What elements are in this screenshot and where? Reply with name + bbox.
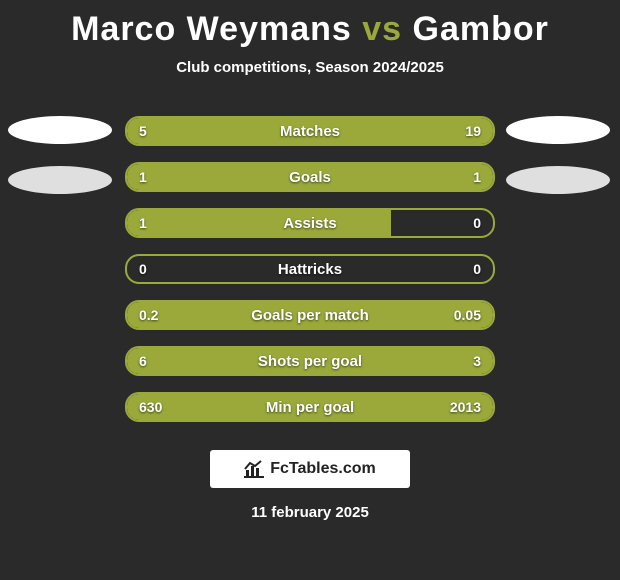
player2-avatar-placeholder xyxy=(506,116,610,144)
player2-club-placeholder xyxy=(506,166,610,194)
player1-name: Marco Weymans xyxy=(71,10,352,48)
fctables-badge[interactable]: FcTables.com xyxy=(210,450,410,488)
page-title: Marco Weymans vs Gambor xyxy=(0,0,620,49)
generated-date: 11 february 2025 xyxy=(0,504,620,521)
subtitle: Club competitions, Season 2024/2025 xyxy=(0,59,620,76)
chart-icon xyxy=(244,460,264,478)
comparison-content: 519Matches 11Goals 10Assists 00Hattricks 0.2… xyxy=(0,116,620,422)
stat-label: Min per goal xyxy=(127,394,493,420)
stat-label: Goals per match xyxy=(127,302,493,328)
badge-text: FcTables.com xyxy=(270,460,376,478)
stat-row: 63Shots per goal xyxy=(125,346,495,376)
stat-label: Goals xyxy=(127,164,493,190)
vs-label: vs xyxy=(362,10,402,48)
stat-row: 519Matches xyxy=(125,116,495,146)
player1-avatar-placeholder xyxy=(8,116,112,144)
player1-club-placeholder xyxy=(8,166,112,194)
stat-rows: 519Matches 11Goals 10Assists 00Hattricks 0.2… xyxy=(125,116,495,422)
stat-label: Shots per goal xyxy=(127,348,493,374)
player1-avatar-column xyxy=(4,116,116,194)
stat-row: 00Hattricks xyxy=(125,254,495,284)
player2-name: Gambor xyxy=(413,10,549,48)
stat-row: 0.20.05Goals per match xyxy=(125,300,495,330)
stat-label: Assists xyxy=(127,210,493,236)
stat-row: 6302013Min per goal xyxy=(125,392,495,422)
stat-label: Matches xyxy=(127,118,493,144)
stat-label: Hattricks xyxy=(127,256,493,282)
stat-row: 11Goals xyxy=(125,162,495,192)
stat-row: 10Assists xyxy=(125,208,495,238)
player2-avatar-column xyxy=(502,116,614,194)
